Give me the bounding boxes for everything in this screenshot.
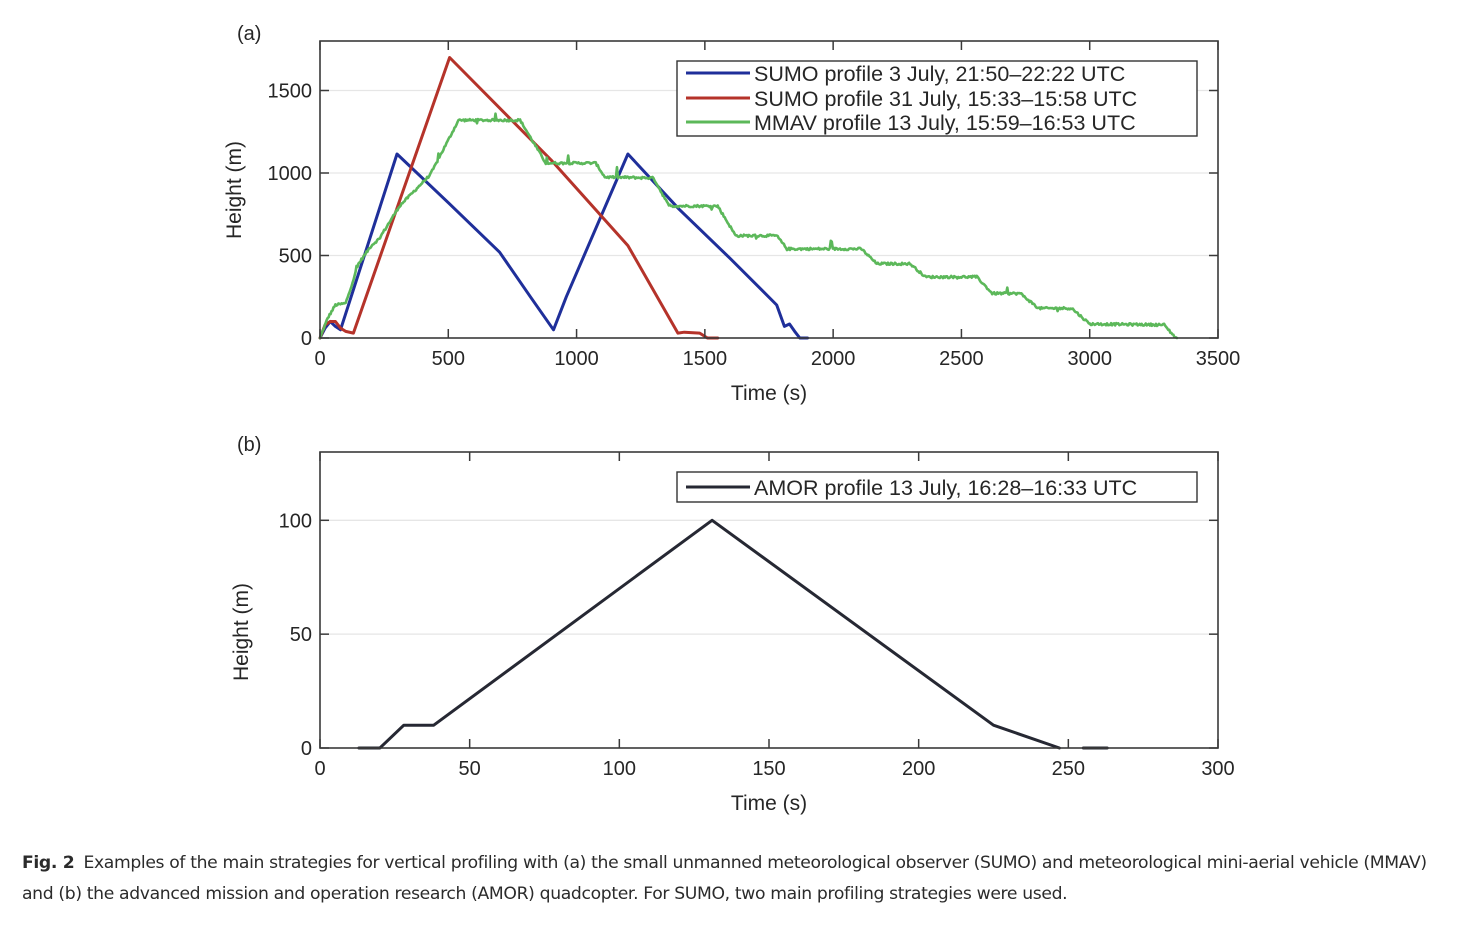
panel-b-legend-box <box>676 471 1198 503</box>
y-tick-label: 0 <box>301 328 312 350</box>
figure-caption: Fig. 2 Examples of the main strategies f… <box>22 848 1462 910</box>
panel-a-ticks: 0 500 1000 1500 0 500 1000 1500 2000 2500 3000 3500 <box>268 41 1241 370</box>
panel-a-legend: SUMO profile 3 July, 21:50–22:22 UTC SUM… <box>676 60 1198 137</box>
legend-label-mmav-13-july: MMAV profile 13 July, 15:59–16:53 UTC <box>754 111 1136 135</box>
panel-a-legend-box <box>676 60 1198 137</box>
panel-b-label: (b) <box>237 434 261 456</box>
panel-a-frame <box>319 40 1219 339</box>
panel-b-ticks: 0 50 100 0 50 100 150 200 250 300 <box>279 452 1235 780</box>
x-tick-label: 3500 <box>1196 348 1241 370</box>
panel-b: (b) 0 50 100 0 50 100 150 200 250 300 Time (s) He… <box>230 434 1235 815</box>
panel-a: (a) 0 500 1000 1500 0 500 1000 1500 2000 2500 3000… <box>223 23 1240 405</box>
series-line-sumo-profile-31-july-15-33-15-58-utc <box>318 56 720 340</box>
x-tick-label: 3000 <box>1067 348 1112 370</box>
x-tick-label: 2500 <box>939 348 984 370</box>
panel-a-series <box>318 56 1179 340</box>
panel-b-xlabel: Time (s) <box>731 792 807 815</box>
y-tick-label: 1500 <box>268 81 313 103</box>
y-tick-label: 100 <box>279 510 312 532</box>
x-tick-label: 150 <box>752 758 785 780</box>
panel-a-label: (a) <box>237 23 261 45</box>
series-line-mmav-profile-13-july-15-59-16-53-utc <box>318 112 1179 340</box>
y-tick-label: 0 <box>301 738 312 760</box>
x-tick-label: 300 <box>1201 758 1234 780</box>
x-tick-label: 0 <box>314 758 325 780</box>
x-tick-label: 1000 <box>554 348 599 370</box>
panel-b-ylabel: Height (m) <box>230 583 253 681</box>
x-tick-label: 0 <box>314 348 325 370</box>
y-tick-label: 50 <box>290 624 312 646</box>
panel-b-legend: AMOR profile 13 July, 16:28–16:33 UTC <box>676 471 1198 503</box>
x-tick-label: 1500 <box>683 348 728 370</box>
caption-text: Examples of the main strategies for vert… <box>22 853 1427 904</box>
x-tick-label: 250 <box>1052 758 1085 780</box>
legend-label-sumo-3-july: SUMO profile 3 July, 21:50–22:22 UTC <box>754 62 1125 86</box>
x-tick-label: 50 <box>459 758 481 780</box>
legend-label-sumo-31-july: SUMO profile 31 July, 15:33–15:58 UTC <box>754 87 1137 111</box>
legend-label-amor-13-july: AMOR profile 13 July, 16:28–16:33 UTC <box>754 476 1137 500</box>
caption-label: Fig. 2 <box>22 853 75 873</box>
panel-b-gridlines <box>320 519 1218 635</box>
x-tick-label: 500 <box>432 348 465 370</box>
y-tick-label: 500 <box>279 246 312 268</box>
x-tick-label: 2000 <box>811 348 856 370</box>
panel-a-ylabel: Height (m) <box>223 141 246 239</box>
x-tick-label: 200 <box>902 758 935 780</box>
series-line-sumo-profile-3-july-21-50-22-22-utc <box>318 152 809 340</box>
panel-a-xlabel: Time (s) <box>731 382 807 405</box>
x-tick-label: 100 <box>603 758 636 780</box>
y-tick-label: 1000 <box>268 163 313 185</box>
